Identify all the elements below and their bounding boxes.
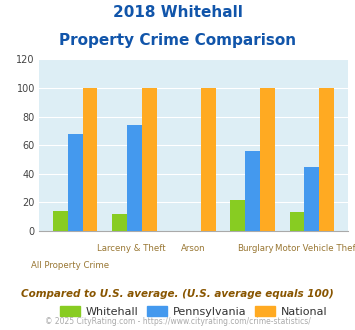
- Bar: [53, 211, 68, 231]
- Text: 2018 Whitehall: 2018 Whitehall: [113, 5, 242, 20]
- Text: Compared to U.S. average. (U.S. average equals 100): Compared to U.S. average. (U.S. average …: [21, 289, 334, 299]
- Bar: [83, 88, 97, 231]
- Text: Arson: Arson: [181, 244, 206, 253]
- Text: Property Crime Comparison: Property Crime Comparison: [59, 33, 296, 48]
- Text: Larceny & Theft: Larceny & Theft: [97, 244, 166, 253]
- Bar: [260, 88, 275, 231]
- Bar: [230, 200, 245, 231]
- Bar: [290, 213, 304, 231]
- Bar: [304, 167, 319, 231]
- Text: All Property Crime: All Property Crime: [31, 261, 109, 270]
- Text: Burglary: Burglary: [237, 244, 274, 253]
- Bar: [201, 88, 215, 231]
- Text: Motor Vehicle Theft: Motor Vehicle Theft: [275, 244, 355, 253]
- Bar: [142, 88, 157, 231]
- Bar: [68, 134, 83, 231]
- Bar: [319, 88, 334, 231]
- Bar: [127, 125, 142, 231]
- Bar: [112, 214, 127, 231]
- Legend: Whitehall, Pennsylvania, National: Whitehall, Pennsylvania, National: [55, 302, 332, 321]
- Text: © 2025 CityRating.com - https://www.cityrating.com/crime-statistics/: © 2025 CityRating.com - https://www.city…: [45, 317, 310, 326]
- Bar: [245, 151, 260, 231]
